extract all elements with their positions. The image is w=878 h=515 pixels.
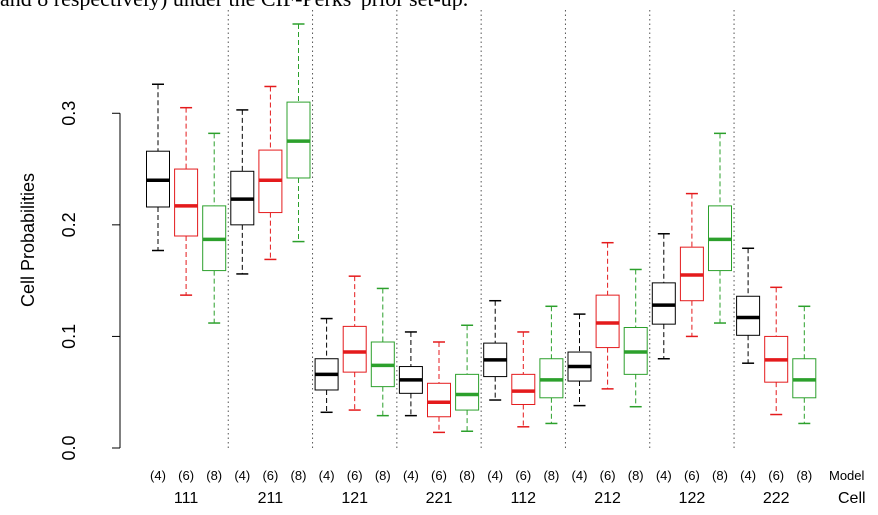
cell-label: 212	[594, 490, 621, 507]
y-tick-label: 0.2	[59, 212, 79, 237]
model-tick-label: (4)	[150, 468, 166, 483]
cell-label: 122	[679, 490, 706, 507]
cell-label: 222	[763, 490, 790, 507]
box-112-model-0	[483, 299, 508, 401]
model-tick-label: (4)	[319, 468, 335, 483]
cell-label: 121	[341, 490, 368, 507]
model-tick-label: (8)	[206, 468, 222, 483]
box-122-model-1	[679, 192, 704, 338]
box-112-model-2	[539, 305, 564, 425]
y-tick-label: 0.3	[59, 101, 79, 126]
caption-fragment: and 8 respectively) under the CIF-Perks'…	[0, 0, 878, 10]
box-222-model-1	[764, 286, 789, 416]
box-222-model-2	[792, 305, 817, 425]
model-tick-label: (6)	[178, 468, 194, 483]
cell-row-label: Cell	[838, 490, 866, 507]
box-111-model-1	[174, 106, 199, 296]
y-tick-label: 0.0	[59, 435, 79, 460]
cell-label: 221	[426, 490, 453, 507]
boxes	[146, 23, 817, 434]
box-212-model-2	[623, 268, 648, 408]
iqr-box	[342, 325, 367, 373]
iqr-box	[427, 382, 451, 418]
box-221-model-2	[455, 324, 480, 433]
box-221-model-0	[398, 331, 423, 417]
model-row-label: Model	[829, 468, 865, 483]
box-212-model-1	[595, 241, 620, 390]
y-axis: 0.0 0.1 0.2 0.3	[59, 101, 121, 461]
model-tick-label: (8)	[796, 468, 812, 483]
cell-separators	[227, 10, 735, 448]
model-tick-label: (6)	[515, 468, 531, 483]
y-axis-label: Cell Probabilities	[18, 173, 38, 307]
model-tick-label: (4)	[487, 468, 503, 483]
x-labels: (4) (6) (8) 111 (4) (6) (8) 211 (4) (6) (8) 121 (4) (…	[150, 468, 812, 507]
box-121-model-1	[342, 275, 367, 411]
iqr-box	[455, 373, 480, 411]
model-tick-label: (6)	[431, 468, 447, 483]
model-tick-label: (4)	[572, 468, 588, 483]
model-tick-label: (6)	[600, 468, 616, 483]
model-tick-label: (4)	[656, 468, 672, 483]
box-121-model-2	[370, 287, 395, 417]
box-122-model-2	[708, 132, 732, 324]
model-tick-label: (6)	[684, 468, 700, 483]
box-122-model-0	[651, 233, 676, 360]
box-111-model-2	[202, 132, 227, 324]
box-211-model-1	[258, 85, 283, 261]
box-211-model-0	[230, 109, 255, 275]
box-121-model-0	[314, 317, 339, 414]
model-tick-label: (4)	[403, 468, 419, 483]
cell-label: 211	[258, 490, 284, 507]
box-211-model-2	[286, 23, 311, 243]
model-tick-label: (8)	[543, 468, 559, 483]
box-221-model-1	[427, 341, 451, 434]
model-tick-label: (8)	[291, 468, 307, 483]
model-tick-label: (4)	[234, 468, 250, 483]
model-tick-label: (6)	[347, 468, 363, 483]
model-tick-label: (6)	[768, 468, 784, 483]
model-tick-label: (8)	[459, 468, 475, 483]
box-222-model-0	[736, 247, 761, 364]
box-212-model-0	[567, 313, 592, 407]
model-tick-label: (6)	[262, 468, 278, 483]
cell-label: 112	[511, 490, 537, 507]
y-tick-label: 0.1	[59, 324, 79, 349]
box-112-model-1	[511, 331, 536, 428]
model-tick-label: (8)	[628, 468, 644, 483]
cell-label: 111	[174, 490, 198, 507]
model-tick-label: (8)	[712, 468, 728, 483]
model-tick-label: (4)	[740, 468, 756, 483]
model-tick-label: (8)	[375, 468, 391, 483]
iqr-box	[174, 168, 199, 237]
box-111-model-0	[146, 83, 170, 252]
